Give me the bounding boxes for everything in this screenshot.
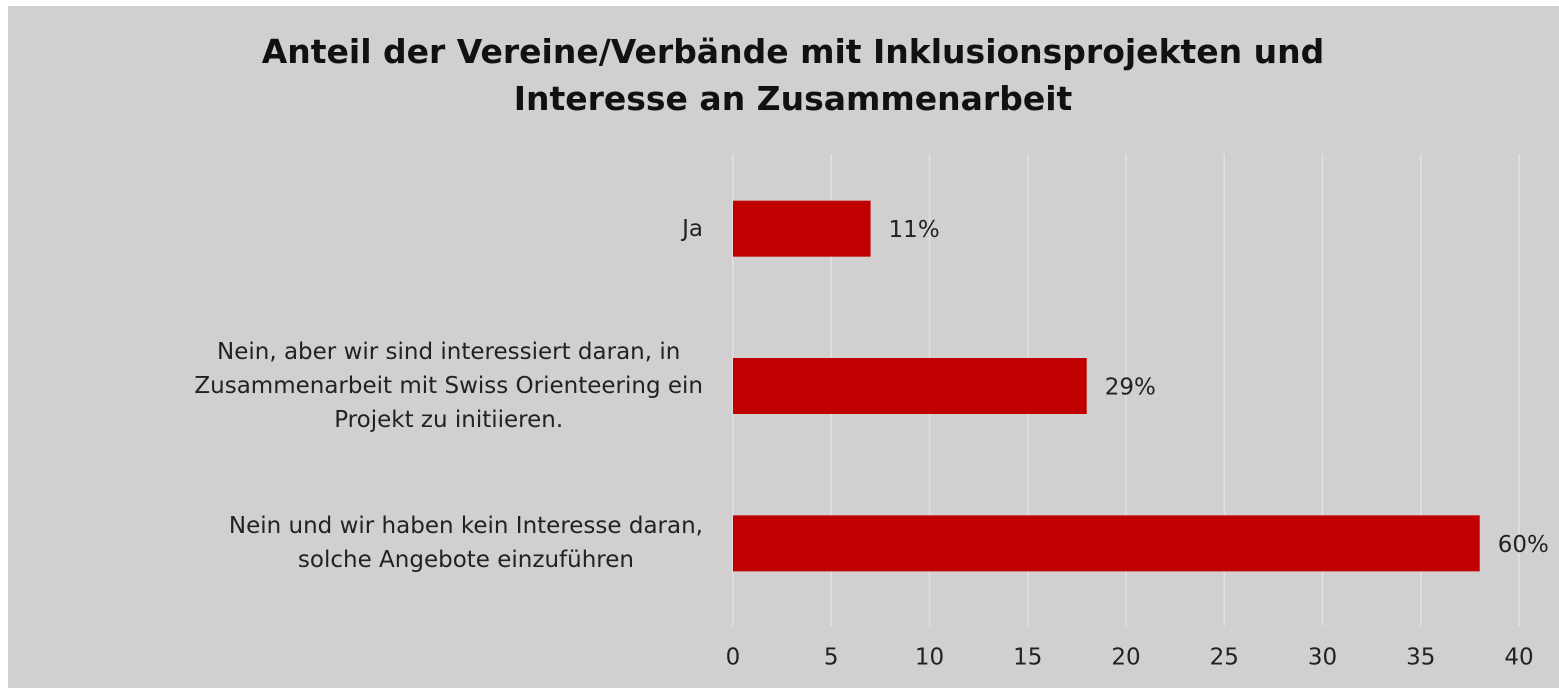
chart: 0 5 10 15 20 25 30 35 40 11% 29% 60% Anteil der Ver… <box>8 6 1559 688</box>
x-tick-label: 5 <box>824 645 839 671</box>
plot: 0 5 10 15 20 25 30 35 40 11% 29% 60% <box>726 154 1549 671</box>
category-label: Nein, aber wir sind interessiert daran, … <box>194 339 703 433</box>
data-label: 11% <box>889 217 940 243</box>
x-tick-label: 30 <box>1308 645 1337 671</box>
x-tick-label: 10 <box>915 645 944 671</box>
bar <box>733 200 871 257</box>
x-tick-label: 20 <box>1111 645 1140 671</box>
bar <box>733 515 1480 572</box>
x-tick-label: 40 <box>1504 645 1533 671</box>
category-label: Nein und wir haben kein Interesse daran,… <box>228 513 703 574</box>
category-label: Ja <box>682 215 703 242</box>
data-label: 29% <box>1105 375 1156 401</box>
x-tick-label: 15 <box>1013 645 1042 671</box>
x-tick-label: 35 <box>1406 645 1435 671</box>
chart-title: Anteil der Vereine/Verbände mit Inklusio… <box>261 32 1325 118</box>
x-tick-label: 0 <box>726 645 741 671</box>
bar <box>733 358 1087 414</box>
data-label: 60% <box>1498 532 1549 558</box>
x-tick-label: 25 <box>1210 645 1239 671</box>
